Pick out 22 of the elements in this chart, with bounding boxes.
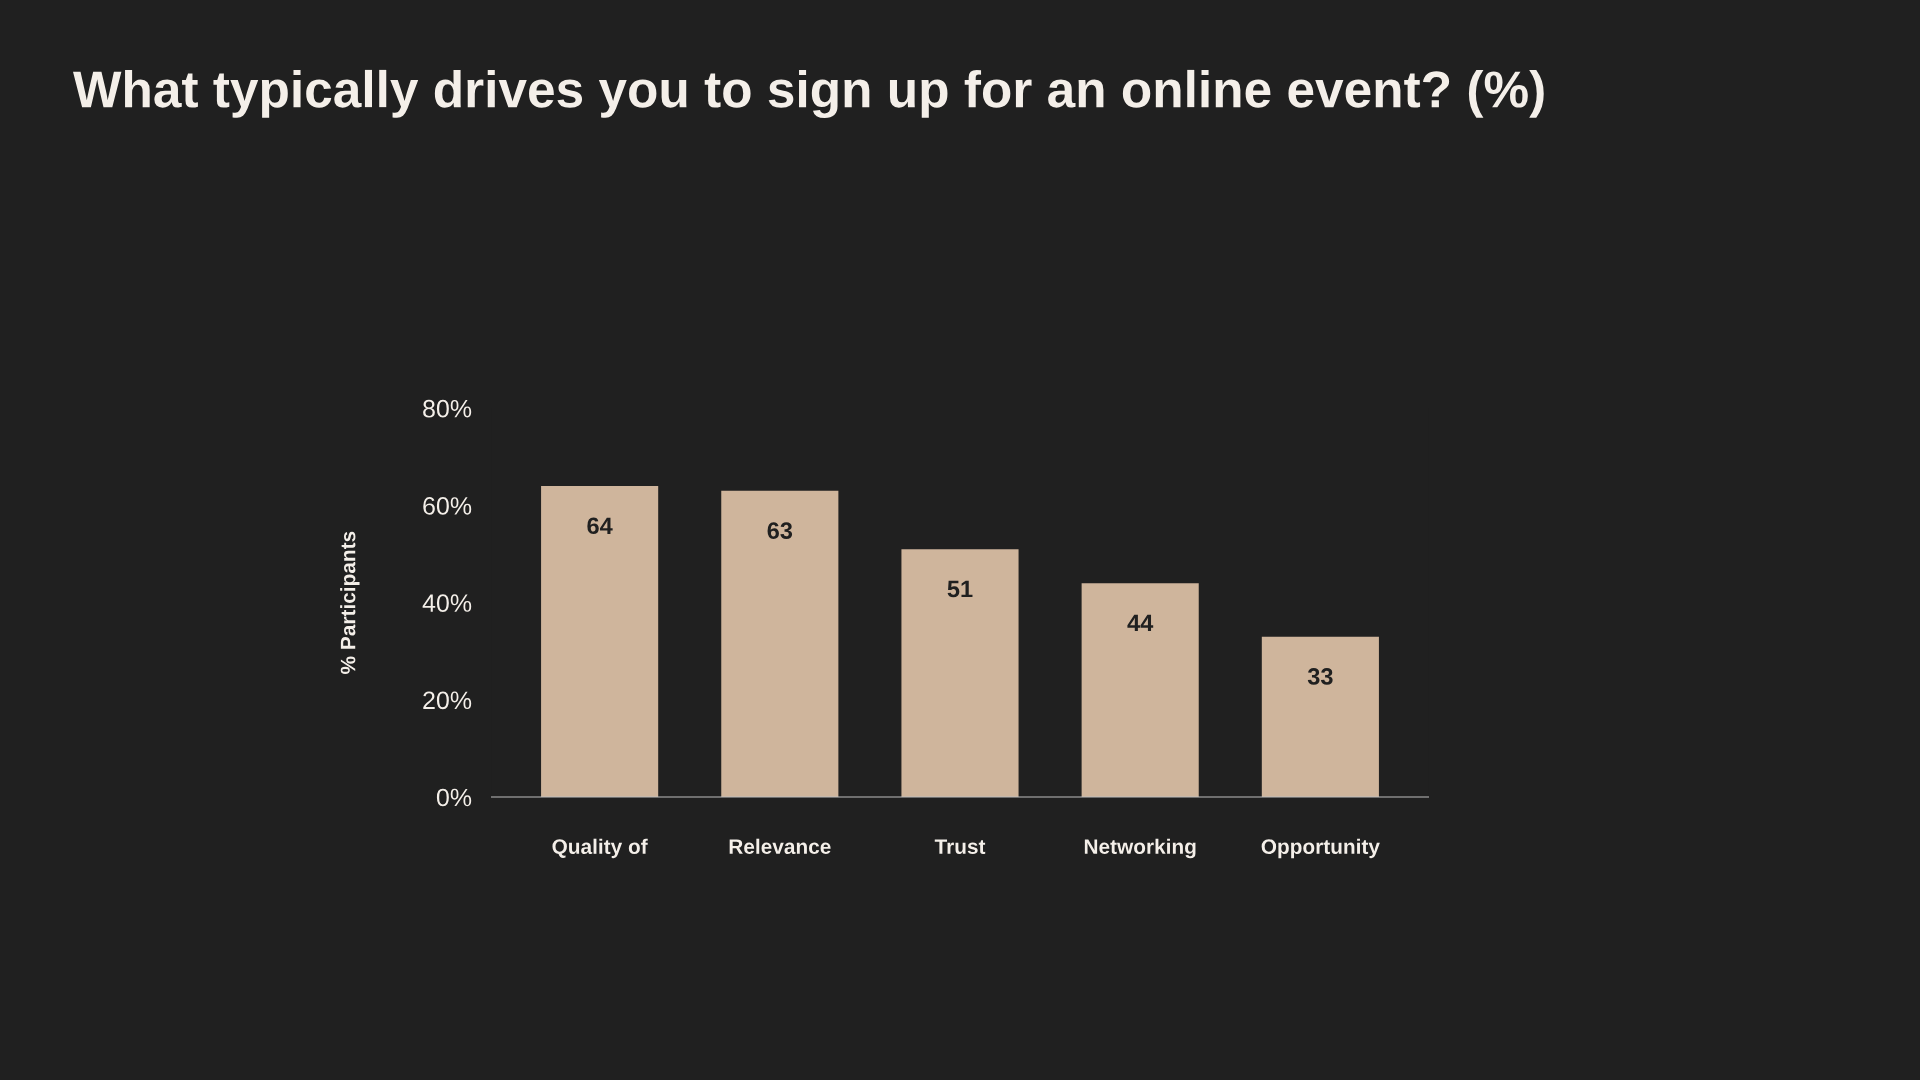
y-tick-label: 20% [423,691,472,710]
bar [1081,583,1199,798]
bar [541,486,659,798]
bar [1261,636,1379,798]
y-tick-label: 0% [436,788,472,807]
x-tick-label: Relevance [729,838,831,855]
x-tick-label: Networking [1084,838,1196,859]
y-tick-label: 60% [423,497,472,515]
x-tick-label: Quality of [552,838,648,859]
x-tick-label: Trust [934,839,986,855]
x-tick-label: Opportunity [1261,838,1380,859]
bar [721,490,839,798]
y-tick-label: 80% [423,399,472,418]
y-tick-label: 40% [422,594,472,612]
data-label: 64 [587,517,613,535]
data-label: 63 [767,522,793,539]
chart-title: What typically drives you to sign up for an online event? (%) [73,69,1544,119]
y-axis-title: % Participants [340,531,360,674]
bar [901,549,1019,798]
data-label: 51 [947,580,973,598]
data-label: 33 [1307,668,1333,685]
data-label: 44 [1127,614,1154,632]
